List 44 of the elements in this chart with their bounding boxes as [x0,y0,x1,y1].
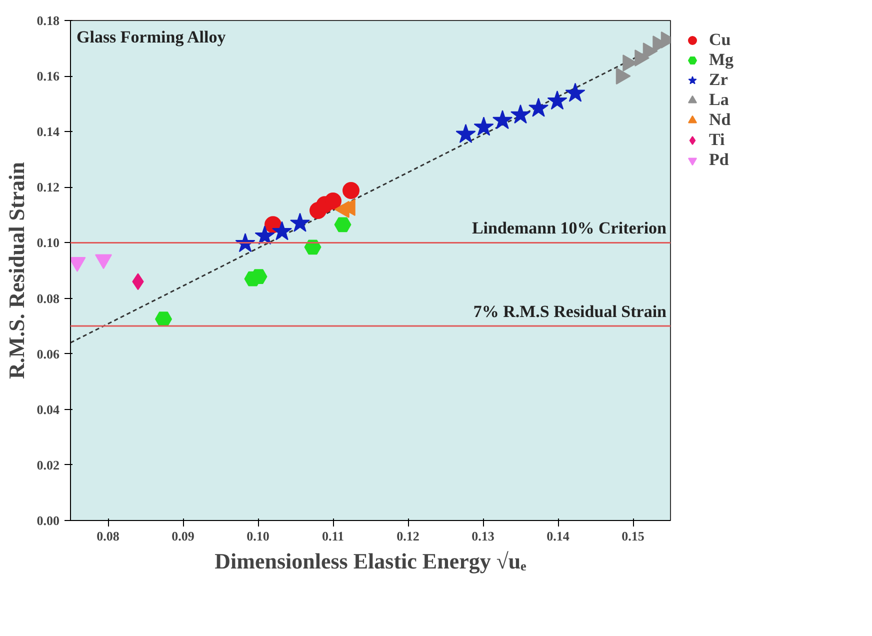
point [565,82,586,102]
ref-line-label: Lindemann 10% Criterion [472,218,668,238]
x-tick-label: 0.13 [472,528,495,544]
legend-label: Mg [709,50,734,70]
legend-label: Ti [709,130,726,150]
point [290,212,310,232]
point [155,312,172,327]
y-tick-label: 0.16 [36,68,60,84]
point [528,98,549,117]
y-tick-label: 0.14 [36,124,60,140]
x-tick-label: 0.15 [622,528,645,544]
legend-label: La [709,90,729,110]
point [254,226,275,245]
ref-line-label: 7% R.M.S Residual Strain [473,302,668,322]
x-tick-label: 0.12 [396,528,420,544]
point [334,217,352,232]
point [342,182,360,199]
y-tick-label: 0.04 [36,402,60,417]
y-tick-label: 0.06 [36,346,60,362]
annotation: Glass Forming Alloy [76,28,226,46]
legend-label: Cu [709,30,731,50]
y-tick-label: 0.02 [36,457,60,472]
legend-label: Pd [709,150,729,170]
point [456,124,476,143]
point [510,104,531,124]
y-tick-label: 0.10 [36,235,60,250]
legend-label: Nd [709,110,731,130]
y-tick-label: 0.18 [36,13,60,28]
y-axis-title: R.M.S. Residual Strain [4,162,29,379]
y-tick-label: 0.12 [36,180,60,195]
point [547,90,568,110]
legend-label: Zr [709,70,729,90]
x-tick-label: 0.08 [96,528,120,544]
x-tick-label: 0.10 [246,528,270,544]
y-tick-label: 0.08 [36,290,60,306]
x-axis-title: Dimensionless Elastic Energy √uₑ [214,548,527,574]
x-tick-label: 0.09 [172,528,195,544]
point [474,116,494,136]
x-tick-label: 0.14 [546,528,570,544]
point [272,221,292,240]
point [492,110,513,130]
x-tick-label: 0.11 [322,528,344,544]
y-tick-label: 0.00 [36,513,60,528]
point [324,192,342,210]
